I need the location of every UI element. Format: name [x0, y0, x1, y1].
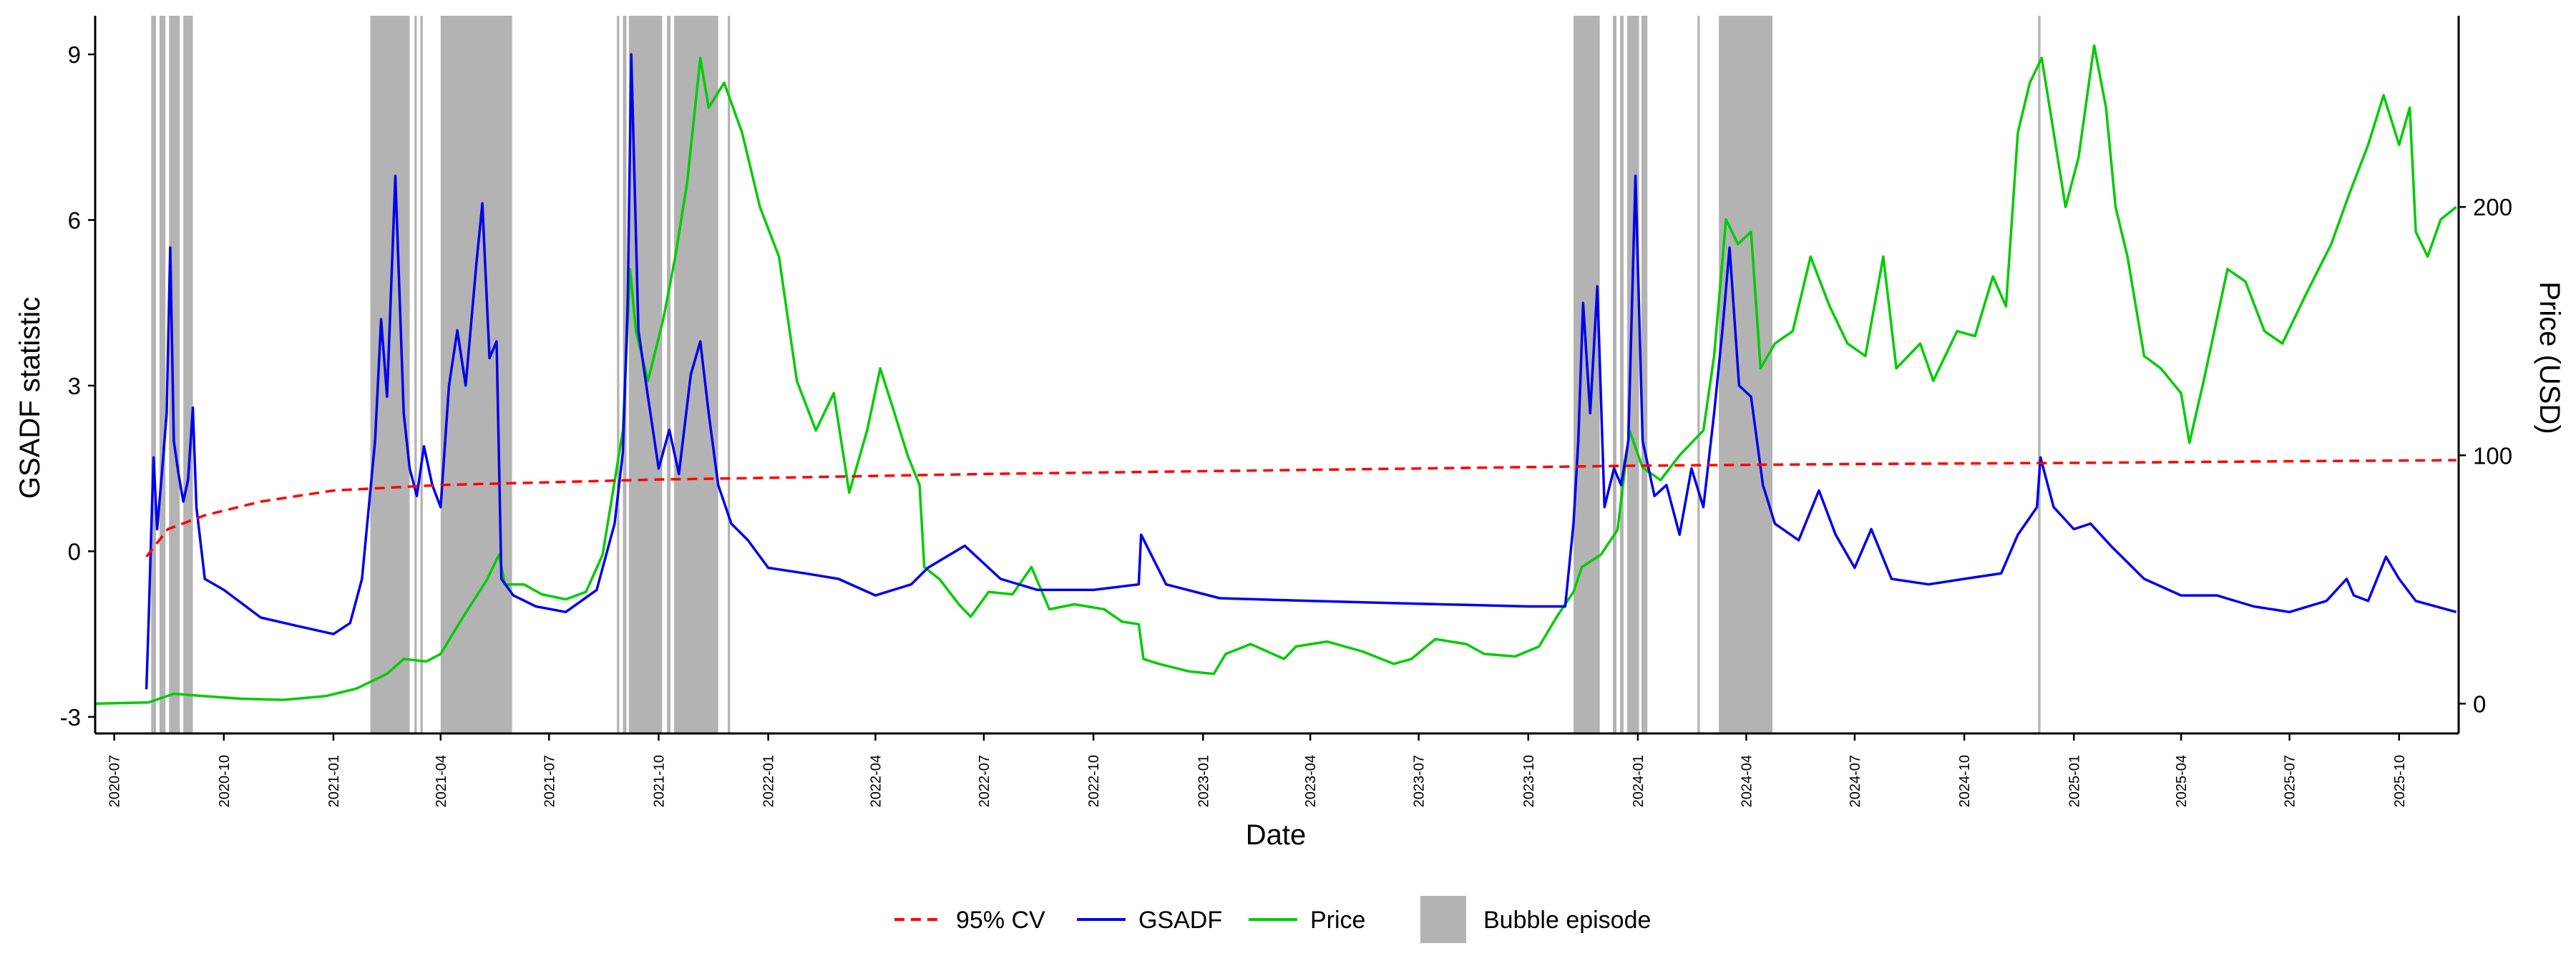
x-tick-label: 2024-01 [1631, 755, 1646, 807]
x-tick-label: 2023-04 [1303, 755, 1319, 807]
x-tick-label: 2023-07 [1412, 755, 1428, 807]
bubble-episode-19 [1697, 16, 1700, 733]
y-left-axis-title: GSADF statistic [14, 297, 46, 499]
x-tick-label: 2020-10 [217, 755, 233, 807]
y-right-tick-label: 0 [2473, 691, 2486, 717]
bubble-episode-0 [151, 16, 156, 733]
legend-item-bubble-episode: Bubble episode [1420, 896, 1651, 943]
x-tick-label: 2023-10 [1521, 755, 1537, 807]
y-right-tick-label: 200 [2473, 194, 2512, 220]
bubble-episode-16 [1619, 16, 1624, 733]
bubble-episode-5 [414, 16, 417, 733]
legend-label: 95% CV [956, 907, 1045, 934]
x-tick-label: 2025-07 [2283, 755, 2298, 807]
bubble-episode-13 [728, 16, 731, 733]
x-tick-label: 2020-07 [107, 755, 123, 807]
bubble-episode-1 [159, 16, 166, 733]
legend-label: Price [1310, 907, 1365, 934]
x-tick-label: 2021-10 [651, 755, 667, 807]
x-tick-label: 2021-04 [434, 755, 449, 807]
legend-item-95-cv: 95% CV [894, 907, 1045, 934]
bubble-episode-4 [370, 16, 410, 733]
y-right-axis-title: Price (USD) [2534, 281, 2565, 434]
x-tick-label: 2021-07 [542, 755, 557, 807]
x-axis-title: Date [1246, 819, 1307, 851]
bubble-episode-15 [1612, 16, 1616, 733]
bubble-episode-bands [151, 16, 2041, 733]
y-left-tick-label: 6 [68, 207, 81, 233]
legend-label: Bubble episode [1483, 907, 1651, 934]
legend-item-gsadf: GSADF [1077, 907, 1222, 934]
y-left-tick-label: 9 [68, 42, 81, 68]
x-tick-label: 2022-10 [1086, 755, 1102, 807]
bubble-episode-21 [2038, 16, 2041, 733]
legend: 95% CV GSADF Price Bubble episode [894, 896, 1651, 943]
y-left-tick-label: -3 [60, 704, 81, 731]
bubble-episode-11 [667, 16, 671, 733]
series-line-gsadf [145, 53, 2457, 690]
y-right-tick-label: 100 [2473, 442, 2512, 469]
bubble-episode-18 [1641, 16, 1648, 733]
series-lines [94, 44, 2457, 706]
bubble-episode-6 [420, 16, 423, 733]
x-tick-label: 2025-04 [2174, 755, 2190, 807]
series-line-95-cv [145, 459, 2457, 558]
x-tick-label: 2025-10 [2392, 755, 2408, 807]
bubble-episode-8 [617, 16, 620, 733]
x-tick-label: 2022-07 [977, 755, 992, 807]
x-tick-label: 2022-04 [868, 755, 884, 807]
legend-swatch [1420, 896, 1466, 943]
bubble-episode-2 [169, 16, 180, 733]
bubble-episode-12 [674, 16, 718, 733]
x-tick-label: 2024-07 [1848, 755, 1863, 807]
x-tick-label: 2022-01 [761, 755, 777, 807]
x-tick-label: 2025-01 [2067, 755, 2082, 807]
legend-item-price: Price [1249, 907, 1365, 934]
axes: -3 0 3 6 9 0 100 200 2020-07 2020-10 2021-01 2021-0… [60, 16, 2512, 807]
x-tick-label: 2024-04 [1739, 755, 1755, 807]
x-tick-label: 2023-01 [1196, 755, 1211, 807]
y-left-tick-label: 0 [68, 538, 81, 565]
y-left-tick-label: 3 [68, 373, 81, 399]
bubble-episode-20 [1719, 16, 1773, 733]
x-tick-label: 2024-10 [1957, 755, 1973, 807]
bubble-episode-3 [183, 16, 193, 733]
bubble-episode-7 [440, 16, 512, 733]
legend-label: GSADF [1138, 907, 1222, 934]
x-tick-label: 2021-01 [326, 755, 342, 807]
